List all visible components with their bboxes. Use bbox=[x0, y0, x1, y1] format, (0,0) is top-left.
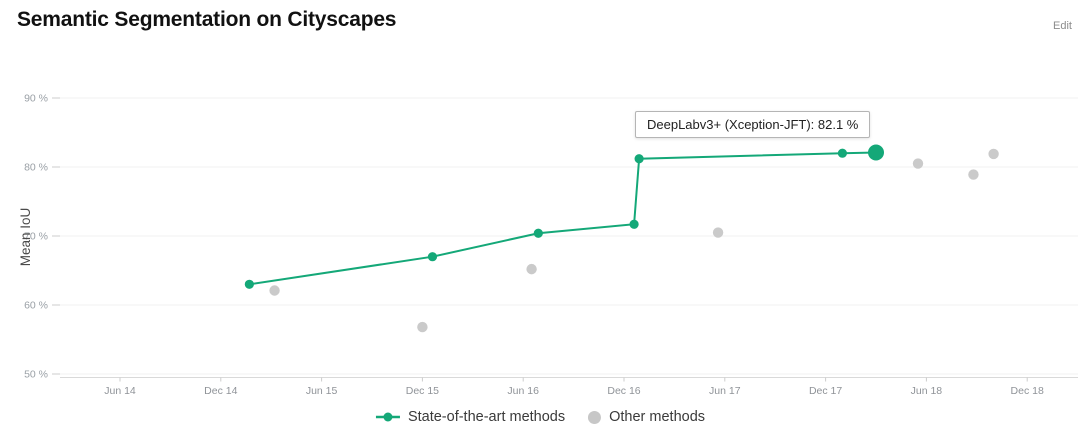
tooltip: DeepLabv3+ (Xception-JFT): 82.1 % bbox=[635, 111, 871, 138]
legend-item-sota: State-of-the-art methods bbox=[375, 409, 565, 425]
other-point[interactable] bbox=[712, 227, 724, 238]
x-tick-label: Dec 17 bbox=[809, 385, 842, 397]
y-tick-label: 70 % bbox=[24, 231, 48, 243]
legend: State-of-the-art methods Other methods bbox=[375, 409, 705, 425]
x-tick-label: Dec 18 bbox=[1011, 385, 1044, 397]
sota-point[interactable] bbox=[629, 219, 639, 229]
other-point[interactable] bbox=[269, 285, 280, 296]
legend-other-marker-icon bbox=[588, 410, 602, 424]
other-point[interactable] bbox=[912, 158, 924, 169]
sota-point[interactable] bbox=[244, 279, 254, 289]
x-tick-label: Jun 16 bbox=[507, 385, 539, 397]
y-tick-label: 80 % bbox=[24, 162, 48, 174]
other-point[interactable] bbox=[526, 263, 537, 275]
other-point[interactable] bbox=[988, 148, 999, 160]
legend-item-label: State-of-the-art methods bbox=[407, 409, 566, 425]
tooltip-text: DeepLabv3+ (Xception-JFT): 82.1 % bbox=[647, 117, 859, 132]
legend-item-label: Other methods bbox=[609, 409, 706, 425]
x-tick-label: Jun 18 bbox=[911, 385, 943, 397]
y-tick-label: 60 % bbox=[24, 300, 48, 312]
sota-point-highlight[interactable] bbox=[868, 144, 884, 161]
other-point[interactable] bbox=[417, 321, 428, 333]
legend-item-other: Other methods bbox=[587, 409, 705, 425]
y-axis-title: Mean IoU bbox=[18, 208, 33, 267]
edit-link[interactable]: Edit bbox=[1053, 20, 1072, 32]
other-point[interactable] bbox=[968, 169, 979, 180]
legend-sota-marker-icon bbox=[375, 412, 400, 422]
y-tick-label: 50 % bbox=[24, 369, 48, 381]
y-tick-label: 90 % bbox=[24, 93, 48, 105]
sota-point[interactable] bbox=[837, 148, 848, 158]
x-tick-label: Jun 15 bbox=[306, 385, 338, 397]
sota-point[interactable] bbox=[427, 252, 438, 262]
x-tick-label: Dec 14 bbox=[204, 385, 237, 397]
x-tick-label: Dec 16 bbox=[607, 385, 640, 397]
sota-line bbox=[249, 151, 877, 286]
sota-point[interactable] bbox=[634, 154, 644, 164]
page-title: Semantic Segmentation on Cityscapes bbox=[17, 8, 397, 31]
x-tick-label: Jun 14 bbox=[104, 385, 136, 397]
x-tick-label: Dec 15 bbox=[406, 385, 439, 397]
x-tick-label: Jun 17 bbox=[709, 385, 741, 397]
sota-point[interactable] bbox=[533, 228, 543, 238]
